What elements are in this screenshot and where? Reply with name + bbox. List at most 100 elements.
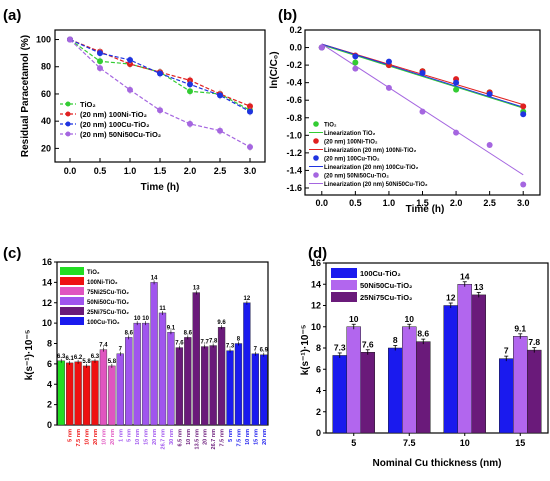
panel-c-category-label: 26.7 nm xyxy=(211,429,217,450)
panel-c-bar xyxy=(116,353,124,426)
panel-c-bar-value: 10 xyxy=(134,316,141,322)
panel-c-legend-swatch xyxy=(60,307,84,315)
panel-c-bar xyxy=(57,360,65,426)
panel-c-y-tick-label: 14 xyxy=(42,277,52,287)
panel-b-legend-marker xyxy=(313,155,319,161)
panel-c-bar xyxy=(260,354,268,426)
panel-c-bar xyxy=(158,312,167,426)
panel-d-y-tick-label: 12 xyxy=(311,301,321,311)
panel-a-data-point xyxy=(187,120,193,127)
panel-d-bar-value: 14 xyxy=(460,271,470,281)
panel-c-bar xyxy=(226,350,234,426)
panel-b-data-point xyxy=(453,86,460,93)
panel-a-frame xyxy=(54,29,266,163)
panel-d-legend-label: 100Cu-TiO₂ xyxy=(360,269,401,278)
panel-b-legend-label: (20 nm) 100Ni-TiO₂ xyxy=(324,140,378,146)
panel-b-legend-marker xyxy=(313,121,319,127)
panel-b-data-point xyxy=(486,141,493,148)
panel-d-bar xyxy=(360,352,375,434)
panel-c-bar xyxy=(133,322,141,426)
panel-c-bar xyxy=(91,360,99,426)
panel-c-bar xyxy=(65,362,74,426)
panel-b-data-point xyxy=(419,108,426,115)
panel-d-y-tick-label: 14 xyxy=(311,279,321,289)
panel-a-y-tick-label: 100 xyxy=(36,35,51,45)
panel-a-legend-marker xyxy=(65,111,71,117)
panel-b-x-tick-label: 1.0 xyxy=(383,198,396,208)
panel-c-bar-value: 6.3 xyxy=(57,354,66,360)
panel-c-y-tick-label: 10 xyxy=(42,318,52,328)
panel-b-x-tick-label: 2.5 xyxy=(483,198,496,208)
panel-c-bar-value: 13 xyxy=(193,286,200,292)
panel-c-category-label: 6.5 nm xyxy=(177,429,183,447)
panel-a-data-point xyxy=(97,65,103,72)
panel-c-bar xyxy=(251,353,260,426)
panel-b-legend-label: TiO₂ xyxy=(324,123,337,129)
panel-d-bar xyxy=(443,305,458,434)
panel-d-bar-value: 7 xyxy=(504,346,509,356)
panel-a-data-point xyxy=(67,36,73,43)
panel-d-legend-swatch xyxy=(331,292,357,302)
panel-b-x-tick-label: 1.5 xyxy=(416,198,429,208)
panel-c-bar xyxy=(167,332,175,426)
panel-b-data-point xyxy=(385,84,392,91)
panel-c-legend-label: 100Cu-TiO₂ xyxy=(87,320,120,326)
panel-c-legend-swatch xyxy=(60,267,84,275)
panel-c-bar xyxy=(192,292,200,426)
panel-c-legend-swatch xyxy=(60,277,84,285)
panel-b-legend-label: (20 nm) 100Cu-TiO₂ xyxy=(324,157,380,163)
panel-d-bar-value: 9.1 xyxy=(514,323,526,333)
panel-b-y-tick-label: -0.6 xyxy=(286,95,302,105)
panel-c-y-tick-label: 2 xyxy=(47,400,52,410)
panel-a-x-tick-label: 2.5 xyxy=(214,166,227,176)
panel-c-bar xyxy=(74,361,82,426)
panel-a-tag: (a) xyxy=(3,7,21,24)
panel-c-category-label: 5 nm xyxy=(68,429,74,442)
panel-d-bar-value: 7.3 xyxy=(334,342,346,352)
panel-c-y-tick-label: 8 xyxy=(47,339,52,349)
panel-c-bar-value: 6.2 xyxy=(74,355,83,361)
panel-d-y-axis-title: k(s⁻¹)·10⁻⁵ xyxy=(300,324,311,375)
panel-b-data-point xyxy=(520,103,527,110)
panel-c-y-tick-label: 4 xyxy=(47,379,52,389)
panel-b-y-tick-label: -0.2 xyxy=(286,60,302,70)
panel-a-legend-label: (20 nm) 100Cu-TiO₂ xyxy=(80,120,149,129)
panel-c-category-label: 20 nm xyxy=(203,429,209,445)
panel-c-bar-value: 6.3 xyxy=(91,354,100,360)
panel-c-category-label: 30 nm xyxy=(169,429,175,445)
panel-c-category-label: 7.5 nm xyxy=(220,429,226,447)
panel-c-bar xyxy=(243,302,251,426)
panel-a-data-point xyxy=(157,70,163,77)
panel-d-bar xyxy=(346,326,361,434)
panel-a-y-tick-label: 60 xyxy=(41,89,51,99)
panel-d-bar-value: 12 xyxy=(446,293,456,303)
panel-b-legend-fit-label: Linearization (20 nm) 100Ni-TiO₂ xyxy=(324,148,417,154)
panel-b-y-tick-label: -1.4 xyxy=(286,165,302,175)
panel-c-legend-label: TiO₂ xyxy=(87,270,100,276)
panel-b-x-tick-label: 3.0 xyxy=(517,198,530,208)
panel-d-bar-value: 10 xyxy=(349,314,359,324)
panel-c-category-label: 10 nm xyxy=(186,429,192,445)
panel-b-legend-marker xyxy=(313,172,319,178)
panel-c-bar-value: 7 xyxy=(119,347,123,353)
panel-d-x-tick-label: 5 xyxy=(351,438,356,448)
panel-a-legend-marker xyxy=(65,121,71,127)
panel-a-x-axis-title: Time (h) xyxy=(141,182,180,193)
panel-c-bar xyxy=(150,282,158,426)
panel-c-bar-value: 8 xyxy=(237,337,241,343)
panel-c-y-axis-title: k(s⁻¹)·10⁻⁵ xyxy=(24,329,35,380)
panel-d-bar xyxy=(332,355,347,434)
panel-a-legend-label: (20 nm) 100Ni-TiO₂ xyxy=(80,110,147,119)
panel-c-bar xyxy=(141,322,150,426)
panel-a-legend-marker xyxy=(65,131,71,137)
panel-c-category-label: 20 nm xyxy=(152,429,158,445)
panel-c-bar xyxy=(184,337,192,426)
panel-c-category-label: 26.7 nm xyxy=(161,429,167,450)
panel-a-data-point xyxy=(247,144,253,151)
panel-c-bar xyxy=(82,365,91,426)
panel-d-bar-value: 8 xyxy=(393,335,398,345)
panel-a-x-tick-label: 0.0 xyxy=(64,166,77,176)
panel-d-tag: (d) xyxy=(308,245,327,262)
panel-b-data-point xyxy=(318,44,325,51)
panel-a-x-tick-label: 1.0 xyxy=(124,166,137,176)
